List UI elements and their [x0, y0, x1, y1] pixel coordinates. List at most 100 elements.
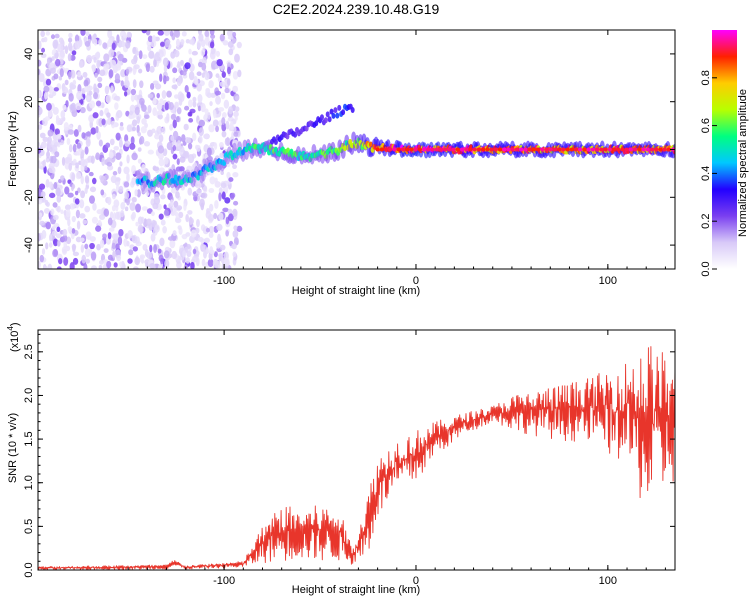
spectrogram-cell [184, 85, 189, 93]
spectrogram-cell [413, 147, 418, 152]
spectrogram-cell [45, 201, 50, 207]
spectrogram-cell [152, 97, 157, 105]
spectrogram-cell [99, 109, 104, 117]
spectrogram-cell [227, 40, 234, 48]
spectrogram-cell [205, 247, 209, 255]
spectrogram-cell [130, 94, 135, 102]
spectrogram-cell [111, 242, 116, 250]
spectrogram-cell [48, 166, 55, 174]
spectrogram-cell [117, 166, 122, 175]
spectrogram-cell [59, 59, 64, 65]
spectrogram-cell [68, 162, 73, 171]
spectrogram-cell [88, 171, 94, 177]
spectrogram-cell [518, 147, 524, 152]
spectrogram-cell [169, 239, 176, 249]
spectrogram-cell [95, 225, 102, 232]
spectrogram-cell [187, 187, 193, 196]
spectrogram-cell [102, 233, 107, 239]
spectrogram-cell [112, 250, 116, 259]
spectrogram-cell [62, 104, 67, 110]
spectrogram-cell [108, 151, 114, 159]
spectrogram-cells [38, 30, 675, 269]
spectrogram-cell [195, 144, 201, 152]
spectrogram-cell [134, 50, 140, 56]
colorbar-tick-label: 0.0 [700, 261, 712, 276]
spectrogram-cell [232, 85, 239, 93]
spectrogram-cell [84, 187, 88, 194]
y-tick-label: 1.0 [23, 475, 35, 490]
spectrogram-cell [45, 221, 51, 230]
spectrogram-cell [489, 147, 494, 152]
spectrogram-cell [208, 214, 215, 222]
spectrogram-cell [234, 115, 238, 121]
spectrogram-cell [210, 92, 217, 98]
spectrogram-cell [611, 147, 617, 152]
spectrogram-cell [69, 203, 75, 210]
spectrogram-cell [108, 49, 115, 58]
spectrogram-cell [209, 176, 216, 185]
spectrogram-cell [628, 147, 634, 152]
spectrogram-cell [233, 131, 239, 137]
spectrogram-cell [164, 40, 170, 48]
spectrogram-cell [91, 34, 96, 44]
spectrogram-cell [535, 147, 541, 152]
spectrogram-cell [46, 102, 52, 111]
spectrogram-cell [218, 192, 222, 202]
spectrogram-cell [156, 92, 160, 99]
spectrogram-cell [569, 147, 574, 152]
y-tick-label: 0 [23, 146, 35, 152]
spectrogram-cell [107, 117, 112, 126]
spectrogram-cell [153, 196, 161, 205]
spectrogram-cell [170, 135, 175, 142]
spectrogram-cell [38, 89, 41, 99]
spectrogram-cell [156, 125, 163, 135]
spectrogram-cell [96, 130, 101, 140]
spectrogram-cell [67, 71, 72, 80]
spectrogram-cell [46, 150, 50, 159]
spectrogram-cell [131, 119, 138, 127]
spectrogram-cell [225, 230, 229, 237]
spectrogram-cell [527, 147, 532, 152]
spectrogram-cell [178, 211, 184, 219]
spectrogram-cell [188, 118, 194, 123]
spectrogram-cell [67, 53, 72, 62]
spectrogram-cell [186, 91, 191, 99]
colorbar: 0.0 0.2 0.4 0.6 0.8 Normalized spectral ampl… [700, 30, 749, 277]
spectrogram-cell [237, 69, 242, 78]
spectrogram-cell [53, 249, 58, 257]
spectrogram-cell [196, 218, 200, 228]
spectrogram-cell [228, 106, 234, 115]
spectrogram-cell [187, 137, 192, 144]
spectrogram-cell [103, 208, 110, 217]
spectrogram-cell [620, 147, 625, 152]
spectrogram-cell [190, 229, 197, 238]
spectrogram-cell [188, 48, 192, 55]
x-tick-label: 100 [599, 575, 617, 587]
spectrogram-cell [48, 181, 53, 189]
spectrogram-cell [90, 251, 97, 261]
spectrogram-cell [157, 30, 164, 36]
spectrogram-cell [468, 147, 473, 152]
spectrogram-cell [131, 58, 138, 65]
spectrogram-cell [139, 254, 146, 260]
spectrogram-cell [98, 139, 103, 147]
spectrogram-cell [159, 73, 163, 82]
spectrogram-cell [131, 234, 138, 244]
spectrogram-cell [126, 31, 131, 38]
spectrogram-cell [133, 266, 139, 269]
spectrogram-cell [172, 145, 177, 152]
spectrogram-cell [203, 133, 210, 140]
spectrogram-cell [447, 147, 452, 152]
spectrogram-cell [586, 147, 591, 152]
spectrogram-cell [149, 244, 153, 253]
spectrogram-cell [38, 160, 41, 169]
spectrogram-cell [350, 107, 355, 114]
spectrogram-cell [228, 48, 234, 56]
spectrogram-cell [50, 67, 56, 74]
spectrogram-cell [173, 30, 180, 37]
spectrogram-cell [120, 80, 124, 87]
snr-background [38, 330, 675, 570]
spectrogram-cell [41, 248, 46, 255]
spectrogram-cell [107, 196, 112, 206]
spectrogram-cell [123, 166, 130, 175]
